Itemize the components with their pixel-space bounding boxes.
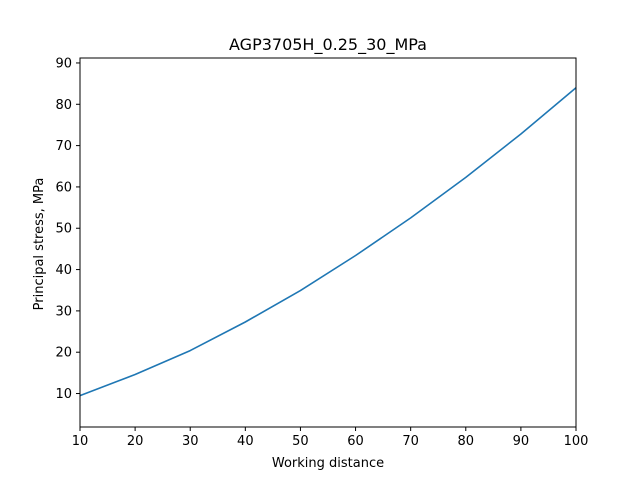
series-line	[79, 87, 577, 397]
y-tick-label: 10	[55, 387, 72, 402]
y-tick-label: 80	[55, 98, 72, 113]
y-axis-ticks: 10 20 30 40 50 60 70 80 90	[55, 56, 80, 402]
x-axis-title: Working distance	[272, 456, 384, 471]
x-tick-label: 60	[347, 434, 364, 449]
x-tick-label: 40	[237, 434, 254, 449]
chart-title: AGP3705H_0.25_30_MPa	[229, 35, 427, 55]
x-tick-label: 70	[402, 434, 419, 449]
y-tick-label: 30	[55, 304, 72, 319]
plot-area-frame	[79, 57, 577, 428]
y-axis-title: Principal stress, MPa	[32, 178, 47, 311]
x-tick-label: 10	[72, 434, 89, 449]
x-axis-ticks: 10 20 30 40 50 60 70 80 90 100	[72, 427, 589, 449]
x-tick-label: 100	[564, 434, 589, 449]
y-tick-label: 90	[55, 56, 72, 71]
y-tick-label: 60	[55, 180, 72, 195]
x-tick-label: 80	[458, 434, 475, 449]
y-tick-label: 20	[55, 346, 72, 361]
x-tick-label: 90	[513, 434, 530, 449]
series-layer	[79, 87, 577, 397]
y-tick-label: 50	[55, 222, 72, 237]
x-tick-label: 30	[182, 434, 199, 449]
x-tick-label: 20	[127, 434, 144, 449]
x-tick-label: 50	[292, 434, 309, 449]
y-tick-label: 40	[55, 263, 72, 278]
y-tick-label: 70	[55, 139, 72, 154]
